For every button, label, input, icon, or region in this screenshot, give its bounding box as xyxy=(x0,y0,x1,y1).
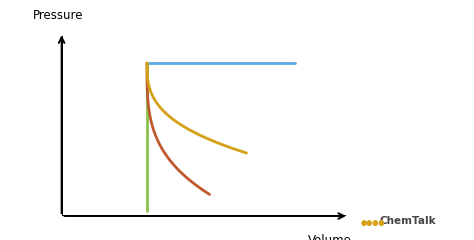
Text: ChemTalk: ChemTalk xyxy=(380,216,436,226)
Text: Volume: Volume xyxy=(308,234,352,240)
Text: ⬤⬤⬤⬤: ⬤⬤⬤⬤ xyxy=(360,219,385,226)
Text: Pressure: Pressure xyxy=(33,9,84,22)
